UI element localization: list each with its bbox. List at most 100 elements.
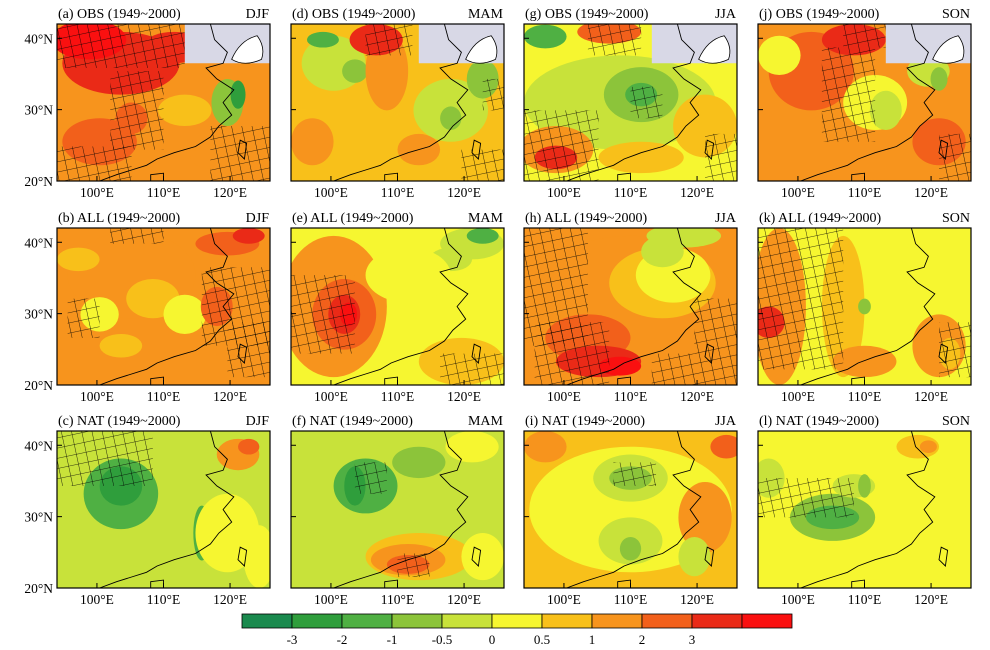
coastline xyxy=(99,431,235,588)
contour-region xyxy=(291,118,334,166)
taiwan-outline xyxy=(704,546,715,567)
panel-season: JJA xyxy=(715,7,737,22)
coastline xyxy=(800,24,936,181)
lat-tick-label: 40°N xyxy=(24,438,53,453)
panel-season: DJF xyxy=(246,414,270,429)
lon-tick-label: 110°E xyxy=(614,389,647,404)
significance-hatch xyxy=(67,298,100,338)
hainan-outline xyxy=(851,579,865,588)
panel-i: (i) NAT (1949~2000) JJA 100°E 110°E 120°E xyxy=(523,414,738,607)
panel-title: (e) ALL (1949~2000) xyxy=(292,211,414,226)
significance-hatch xyxy=(354,462,387,494)
significance-hatch xyxy=(587,24,642,56)
colorbar-label: -3 xyxy=(287,632,298,647)
contour-region xyxy=(243,525,270,588)
lon-tick-label: 110°E xyxy=(848,389,881,404)
bohai-sea xyxy=(231,35,264,64)
hainan-outline xyxy=(150,172,164,181)
panel-l: (l) NAT (1949~2000) SON 100°E 110°E 120°E xyxy=(757,414,972,607)
colorbar-swatch xyxy=(291,613,343,629)
lon-tick-label: 110°E xyxy=(614,592,647,607)
colorbar-swatch xyxy=(341,613,393,629)
lon-tick-label: 110°E xyxy=(848,592,881,607)
panel-season: JJA xyxy=(715,414,737,429)
panel-c: (c) NAT (1949~2000) DJF 40°N 30°N 20°N 100°E 1… xyxy=(24,414,271,607)
panel-d: (d) OBS (1949~2000) MAM 100°E 110°E 120°E xyxy=(290,7,505,200)
bohai-sea xyxy=(698,35,731,64)
coastline xyxy=(566,431,702,588)
coastline xyxy=(800,228,936,385)
contour-region xyxy=(461,533,504,581)
hainan-outline xyxy=(384,376,398,385)
hainan-outline xyxy=(851,172,865,181)
contour-region xyxy=(365,247,451,303)
taiwan-outline xyxy=(938,139,949,160)
lon-tick-label: 100°E xyxy=(781,389,815,404)
significance-hatch xyxy=(630,86,663,119)
significance-hatch xyxy=(461,149,504,181)
contour-region xyxy=(930,67,948,91)
panel-title: (g) OBS (1949~2000) xyxy=(525,7,649,22)
lon-tick-label: 110°E xyxy=(381,185,414,200)
panel-season: SON xyxy=(942,211,970,226)
lon-tick-label: 110°E xyxy=(147,185,180,200)
lon-tick-label: 110°E xyxy=(848,185,881,200)
lon-tick-label: 120°E xyxy=(680,185,714,200)
panel-j: (j) OBS (1949~2000) SON 100°E 110°E 120°E xyxy=(757,7,972,200)
contour-region xyxy=(163,294,207,334)
significance-hatch xyxy=(57,431,153,486)
lon-tick-label: 120°E xyxy=(447,185,481,200)
lon-tick-label: 120°E xyxy=(213,389,247,404)
contour-region xyxy=(99,333,143,358)
hainan-outline xyxy=(617,172,631,181)
contour-region xyxy=(466,228,499,244)
lon-tick-label: 120°E xyxy=(914,389,948,404)
taiwan-outline xyxy=(237,343,248,364)
contour-region xyxy=(392,446,446,479)
lat-tick-label: 30°N xyxy=(24,307,53,322)
colorbar-swatch xyxy=(691,613,743,629)
hainan-outline xyxy=(150,376,164,385)
significance-hatch xyxy=(758,478,854,518)
taiwan-outline xyxy=(938,343,949,364)
significance-hatch xyxy=(758,228,844,370)
significance-hatch xyxy=(210,126,270,181)
taiwan-outline xyxy=(704,343,715,364)
colorbar-label: -2 xyxy=(337,632,348,647)
panel-season: MAM xyxy=(468,7,504,22)
colorbar-swatch xyxy=(441,613,493,629)
hainan-outline xyxy=(150,579,164,588)
contour-region xyxy=(678,482,732,553)
panel-title: (j) OBS (1949~2000) xyxy=(759,7,880,22)
panel-g: (g) OBS (1949~2000) JJA 100°E 110°E 120°E xyxy=(523,7,738,200)
panel-season: JJA xyxy=(715,211,737,226)
contour-region xyxy=(306,31,339,48)
colorbar-label: -0.5 xyxy=(432,632,453,647)
panel-season: DJF xyxy=(246,211,270,226)
significance-hatch xyxy=(440,353,504,385)
colorbar: -3 -2 -1 -0.5 0 0.5 1 2 3 xyxy=(241,613,793,647)
contour-region xyxy=(238,438,260,455)
contour-region xyxy=(524,431,567,463)
lat-tick-label: 20°N xyxy=(24,581,53,596)
contour-region xyxy=(858,298,871,315)
significance-hatch xyxy=(365,24,413,56)
significance-hatch xyxy=(524,110,599,181)
colorbar-swatch xyxy=(491,613,543,629)
hainan-outline xyxy=(384,172,398,181)
bohai-sea xyxy=(932,35,965,64)
taiwan-outline xyxy=(471,343,482,364)
hainan-outline xyxy=(384,579,398,588)
lon-tick-label: 100°E xyxy=(314,185,348,200)
taiwan-outline xyxy=(237,139,248,160)
colorbar-swatch xyxy=(391,613,443,629)
lon-tick-label: 120°E xyxy=(680,592,714,607)
panel-season: DJF xyxy=(246,7,270,22)
contour-region xyxy=(896,243,961,276)
lon-tick-label: 100°E xyxy=(781,592,815,607)
significance-hatch xyxy=(227,322,270,378)
panel-season: MAM xyxy=(468,211,504,226)
colorbar-label: 2 xyxy=(639,632,646,647)
contour-region xyxy=(440,106,462,130)
hainan-outline xyxy=(617,376,631,385)
